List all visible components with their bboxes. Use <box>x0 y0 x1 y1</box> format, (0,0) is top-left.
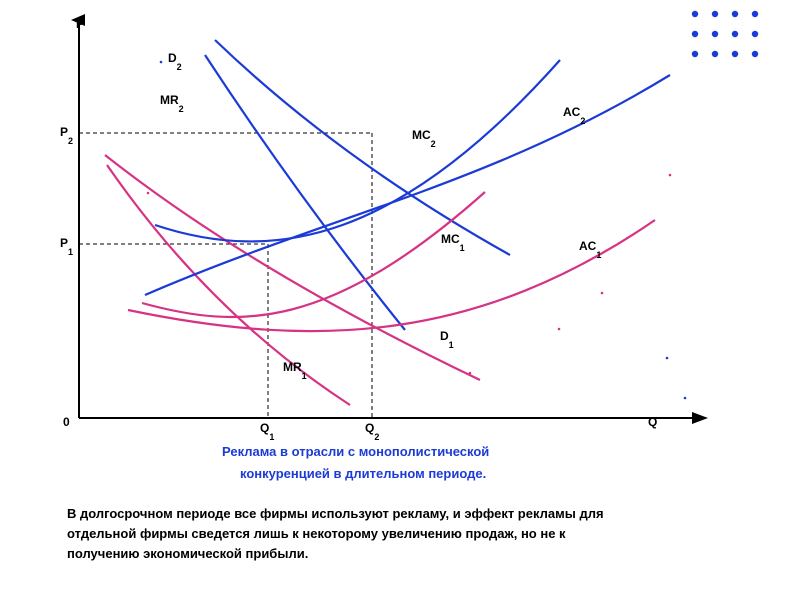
economics-chart: P 0 Q P1 P2 Q1 Q2 D1 D2 MR1 MR2 MC1 MC2 AC1 AC2 Реклама… <box>0 0 800 600</box>
caption-body-2: отдельной фирмы сведется лишь к некоторо… <box>67 526 566 541</box>
decor-dot <box>692 31 698 37</box>
decor-dot <box>732 11 738 17</box>
decor-dot <box>712 11 718 17</box>
decor-dot <box>752 31 758 37</box>
decor-dot <box>752 51 758 57</box>
scatter-dot <box>669 174 672 177</box>
curve-ac2 <box>145 75 670 295</box>
scatter-dot <box>147 192 150 195</box>
decor-dot <box>752 11 758 17</box>
label-mr1: MR1 <box>283 360 307 381</box>
scatter-dot <box>666 357 669 360</box>
label-q2: Q2 <box>365 421 379 442</box>
label-p2: P2 <box>60 125 73 146</box>
label-mc2: MC2 <box>412 128 436 149</box>
curve-d1 <box>105 155 480 380</box>
label-p1: P1 <box>60 236 73 257</box>
caption-title-1: Реклама в отрасли с монополистической <box>222 444 489 459</box>
scatter-dot <box>469 372 472 375</box>
label-d1: D1 <box>440 329 454 350</box>
caption-body-1: В долгосрочном периоде все фирмы использ… <box>67 506 604 521</box>
scatter-dot <box>601 292 604 295</box>
label-p: P <box>76 17 84 31</box>
label-ac1: AC1 <box>579 239 601 260</box>
label-mr2: MR2 <box>160 93 184 114</box>
label-d2: D2 <box>168 51 182 72</box>
chart-container: P 0 Q P1 P2 Q1 Q2 D1 D2 MR1 MR2 MC1 MC2 AC1 AC2 Реклама… <box>0 0 800 600</box>
decor-dot <box>692 51 698 57</box>
label-q: Q <box>648 415 657 429</box>
label-mc1: MC1 <box>441 232 465 253</box>
label-q1: Q1 <box>260 421 274 442</box>
decor-dot <box>692 11 698 17</box>
curve-d2 <box>215 40 510 255</box>
decor-dot <box>732 51 738 57</box>
label-ac2: AC2 <box>563 105 585 126</box>
decor-dot <box>732 31 738 37</box>
scatter-dot <box>558 328 561 331</box>
scatter-dot <box>160 61 163 64</box>
caption-title-2: конкуренцией в длительном периоде. <box>240 466 486 481</box>
caption-body-3: получению экономической прибыли. <box>67 546 308 561</box>
decor-dot <box>712 31 718 37</box>
label-o: 0 <box>63 415 70 429</box>
decor-dot <box>712 51 718 57</box>
curve-mr1 <box>107 165 350 405</box>
scatter-dot <box>684 397 687 400</box>
